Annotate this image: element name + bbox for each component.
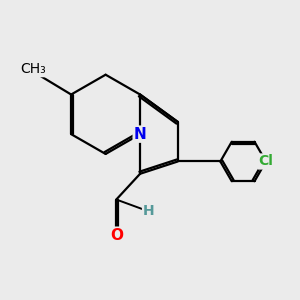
Text: H: H <box>143 204 154 218</box>
Text: N: N <box>134 127 146 142</box>
Text: CH₃: CH₃ <box>20 62 46 76</box>
Text: Cl: Cl <box>259 154 273 169</box>
Text: O: O <box>110 228 123 243</box>
